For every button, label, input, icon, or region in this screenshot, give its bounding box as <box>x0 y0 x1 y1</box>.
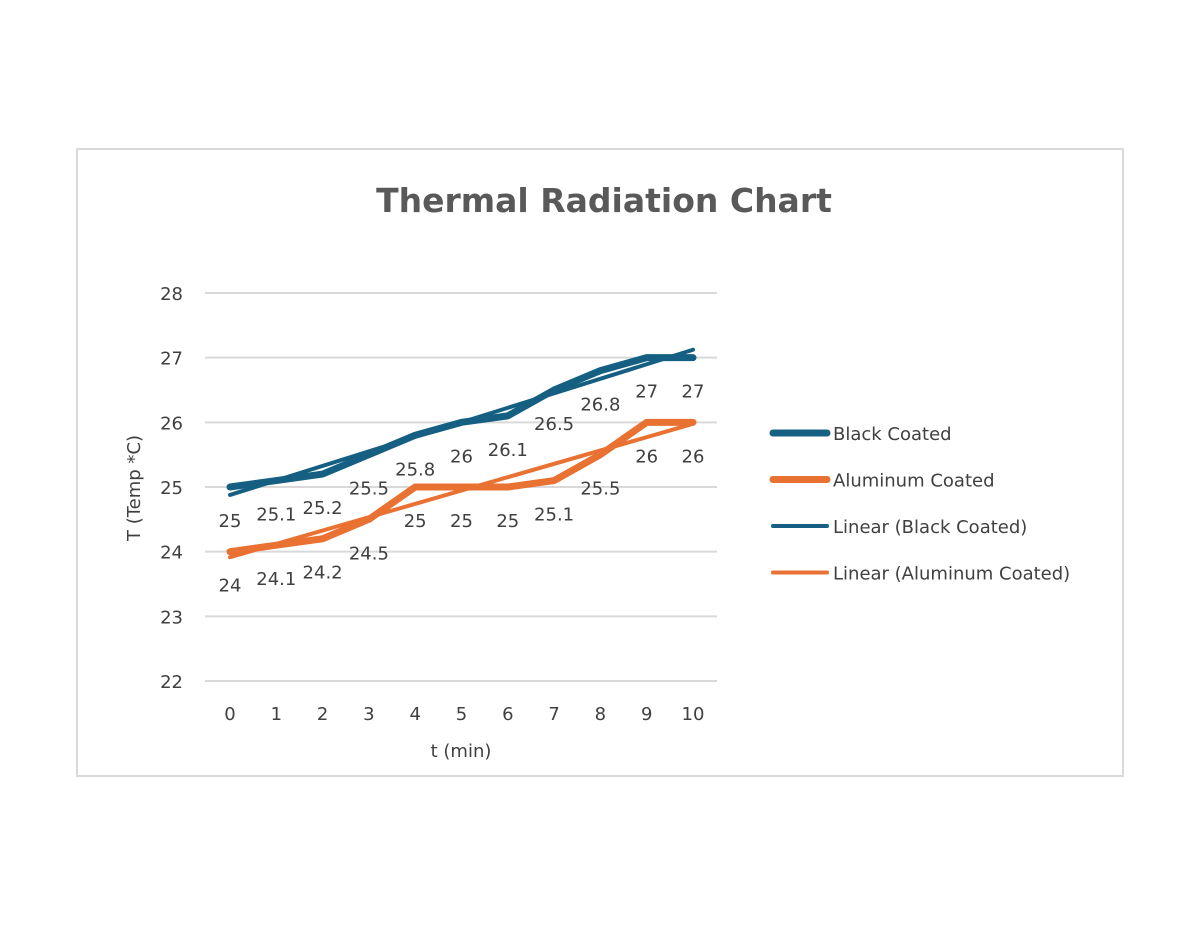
series-line <box>226 418 697 556</box>
x-axis-label: t (min) <box>431 741 492 762</box>
x-tick-label: 5 <box>456 704 467 725</box>
x-tick-label: 8 <box>595 704 606 725</box>
y-tick-label: 22 <box>160 672 183 693</box>
data-label: 25 <box>219 511 242 532</box>
data-label: 25.5 <box>349 479 389 500</box>
data-label: 26.8 <box>580 395 620 416</box>
x-tick-label: 10 <box>682 704 705 725</box>
data-label: 26 <box>682 446 705 467</box>
data-label: 26.1 <box>488 440 528 461</box>
chart-title: Thermal Radiation Chart <box>376 181 832 220</box>
x-tick-label: 0 <box>224 704 235 725</box>
legend-item: Linear (Aluminum Coated) <box>833 564 1070 585</box>
data-label: 25 <box>496 511 519 532</box>
x-tick-label: 7 <box>548 704 559 725</box>
data-label: 24.5 <box>349 543 389 564</box>
data-label: 25.5 <box>580 479 620 500</box>
data-label: 27 <box>635 382 658 403</box>
data-label: 25.1 <box>256 505 296 526</box>
series-line <box>226 354 697 491</box>
legend-item: Aluminum Coated <box>833 471 995 492</box>
y-tick-label: 24 <box>160 543 183 564</box>
data-label: 26 <box>450 446 473 467</box>
x-tick-label: 4 <box>409 704 420 725</box>
data-label: 27 <box>682 382 705 403</box>
y-tick-label: 27 <box>160 349 183 370</box>
y-tick-label: 23 <box>160 607 183 628</box>
legend: Black Coated Aluminum Coated Linear (Black… <box>769 424 1070 585</box>
x-tick-label: 3 <box>363 704 374 725</box>
legend-item: Linear (Black Coated) <box>833 517 1027 538</box>
chart-frame <box>76 148 1124 777</box>
y-tick-label: 25 <box>160 478 183 499</box>
data-label: 25.2 <box>303 498 343 519</box>
x-tick-label: 9 <box>641 704 652 725</box>
x-tick-label: 1 <box>271 704 282 725</box>
data-label: 25.8 <box>395 459 435 480</box>
data-label: 24.2 <box>303 563 343 584</box>
y-axis-label: T (Temp *C) <box>124 435 145 542</box>
data-label: 26.5 <box>534 414 574 435</box>
data-label: 24 <box>219 576 242 597</box>
data-label: 26 <box>635 446 658 467</box>
y-tick-label: 26 <box>160 413 183 434</box>
x-tick-label: 6 <box>502 704 513 725</box>
data-label: 24.1 <box>256 569 296 590</box>
x-tick-label: 2 <box>317 704 328 725</box>
y-tick-label: 28 <box>160 284 183 305</box>
legend-item: Black Coated <box>833 424 952 445</box>
data-label: 25.1 <box>534 505 574 526</box>
data-label: 25 <box>404 511 427 532</box>
data-label: 25 <box>450 511 473 532</box>
